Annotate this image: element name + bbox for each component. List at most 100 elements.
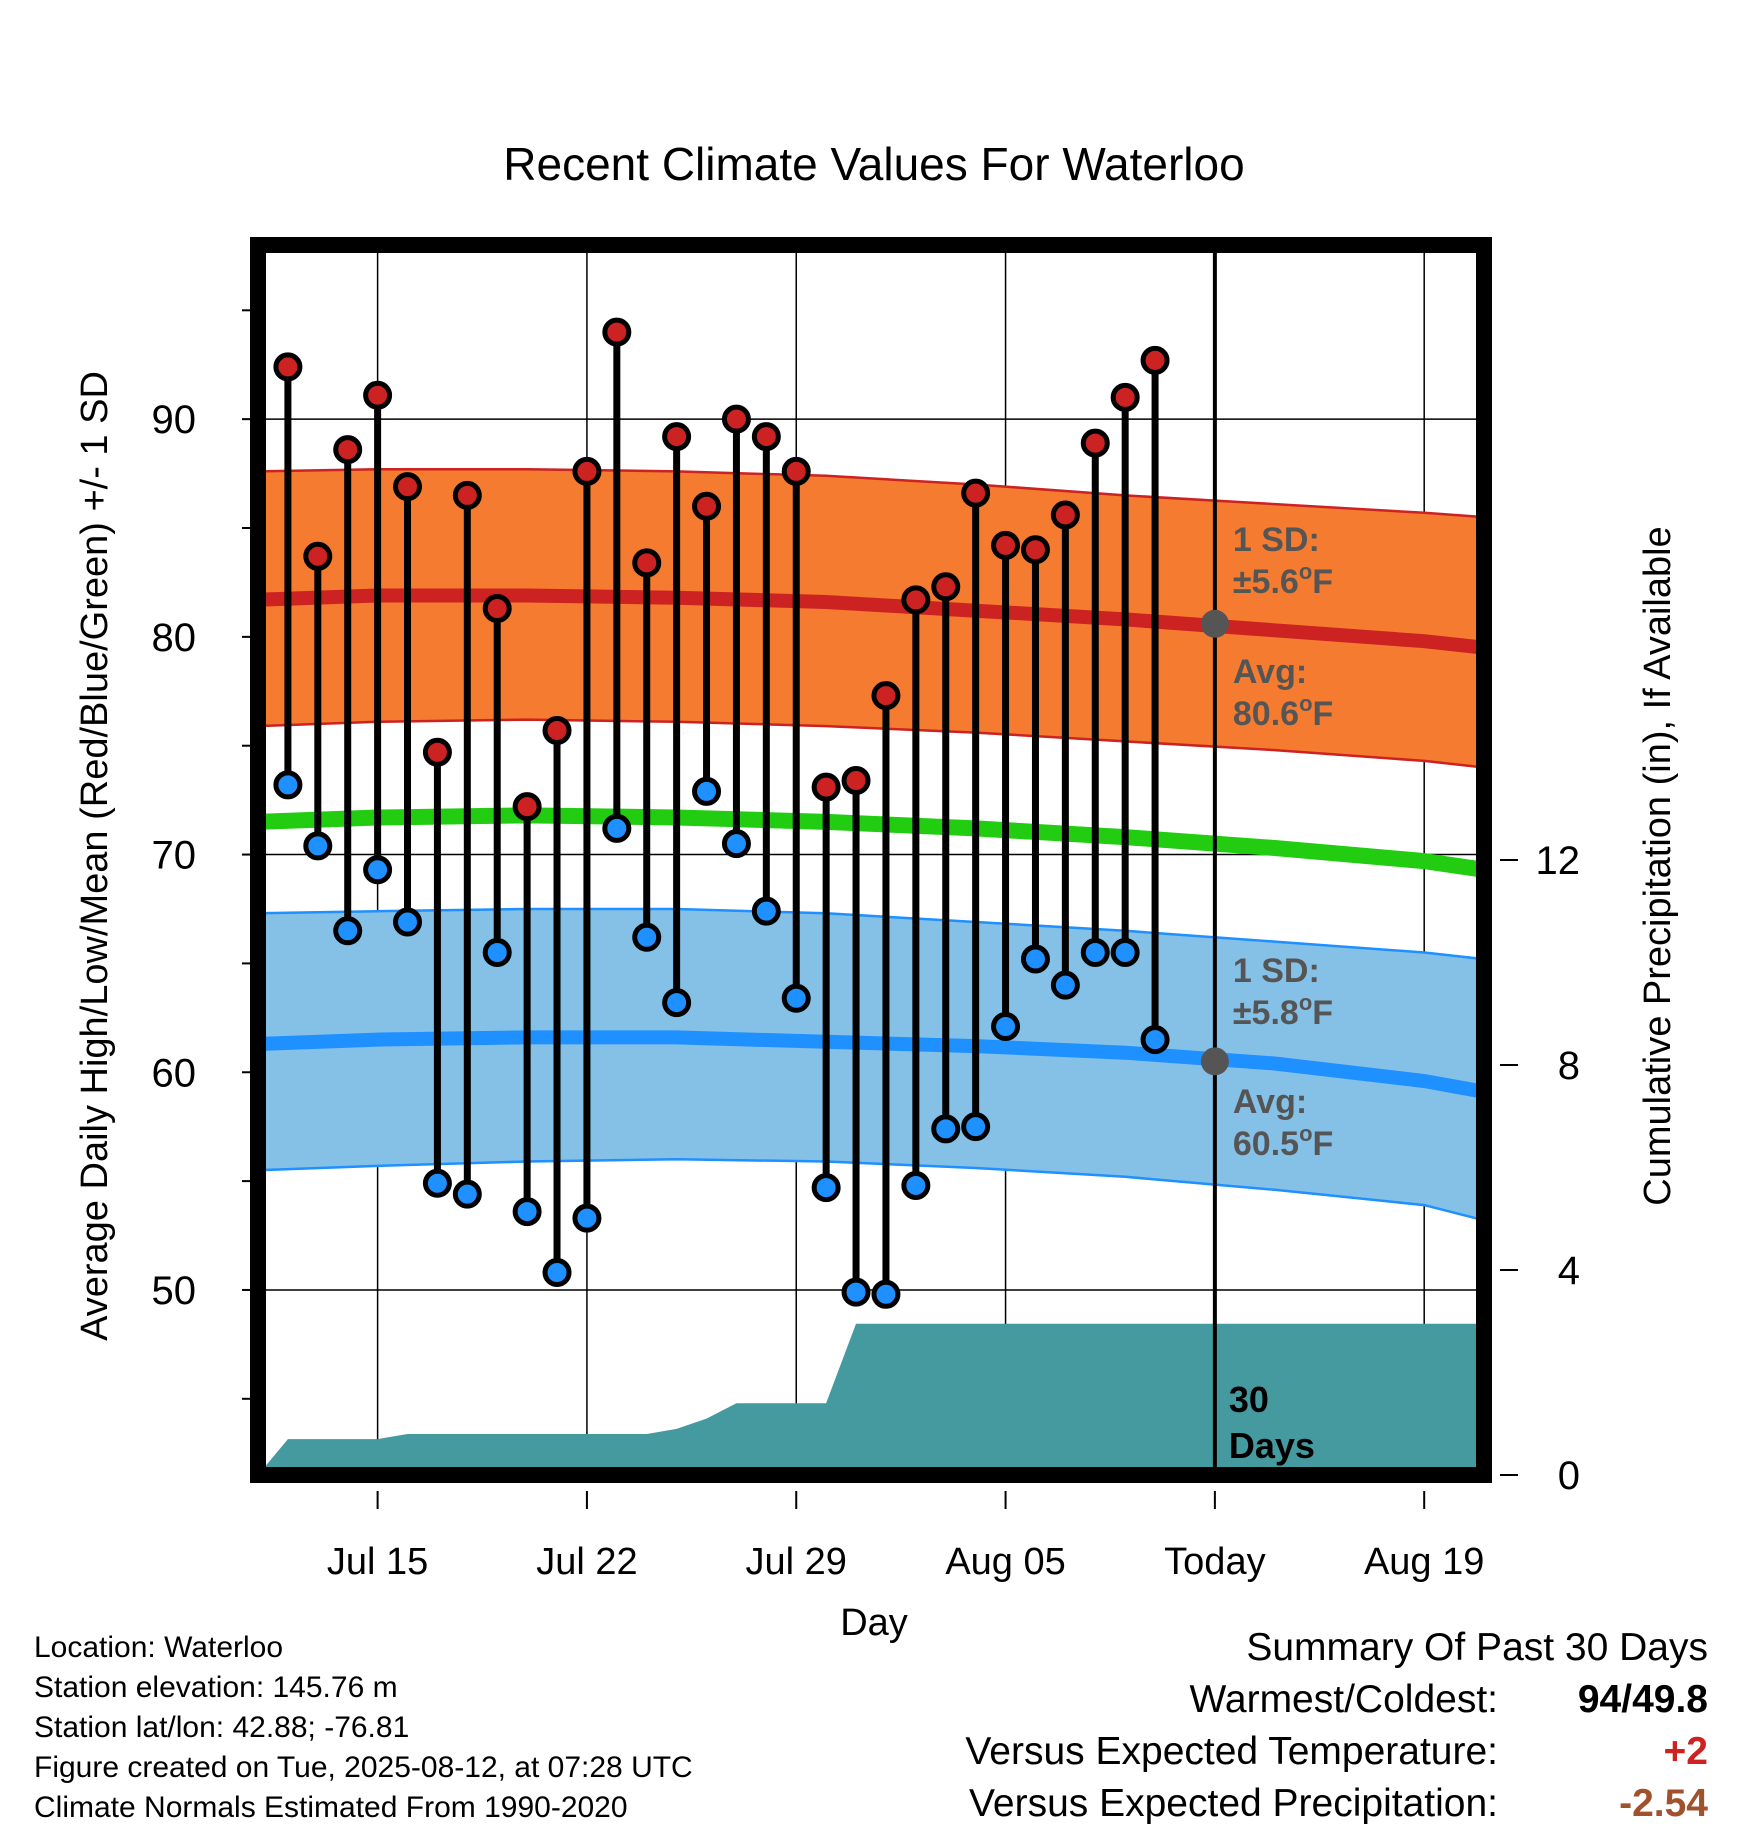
- obs-low-point: [781, 983, 811, 1013]
- low-sd-band-upper-edge: [257, 907, 1485, 961]
- high-normal-line: [257, 588, 1485, 655]
- obs-high-point: [512, 792, 542, 822]
- obs-low-point: [811, 1173, 841, 1203]
- obs-low-point: [1020, 944, 1050, 974]
- temp-anomaly-value: +2: [1663, 1730, 1708, 1773]
- window-label-line: Days: [1229, 1425, 1315, 1466]
- x-tick-label: Jul 22: [536, 1541, 637, 1583]
- obs-high-point: [602, 317, 632, 347]
- obs-high-point: [751, 422, 781, 452]
- today-high-avg-marker: [1200, 609, 1229, 638]
- obs-low-point: [393, 907, 423, 937]
- chart-title: Recent Climate Values For Waterloo: [503, 138, 1244, 190]
- low-sd-annotation-unit: F: [1312, 994, 1333, 1032]
- obs-low-point: [452, 1179, 482, 1209]
- y-tick-label: 90: [152, 398, 197, 442]
- obs-high-point: [422, 737, 452, 767]
- created-text: Figure created on Tue, 2025-08-12, at 07…: [34, 1751, 693, 1784]
- obs-high-point: [991, 530, 1021, 560]
- window-label-line: 30: [1229, 1379, 1269, 1420]
- elevation-text: Station elevation: 145.76 m: [34, 1671, 398, 1704]
- obs-high-point: [363, 380, 393, 410]
- degree-symbol: o: [1299, 990, 1312, 1015]
- temp-anomaly-label: Versus Expected Temperature:: [965, 1730, 1498, 1773]
- low-avg-annotation: Avg: 60.5oF: [1233, 1083, 1333, 1163]
- obs-low-point: [901, 1170, 931, 1200]
- low-sd-band: [258, 909, 1484, 1221]
- obs-low-point: [751, 896, 781, 926]
- obs-low-point: [482, 938, 512, 968]
- y2-tick-label: 8: [1558, 1044, 1580, 1088]
- mean-normal-line: [257, 807, 1486, 878]
- obs-high-point: [662, 422, 692, 452]
- obs-low-point: [273, 770, 303, 800]
- obs-low-point: [1140, 1025, 1170, 1055]
- x-tick-label: Today: [1164, 1541, 1265, 1583]
- location-text: Location: Waterloo: [34, 1631, 284, 1664]
- obs-high-point: [901, 585, 931, 615]
- coldest-value: /49.8: [1621, 1678, 1708, 1721]
- high-sd-band-lower-edge: [257, 718, 1485, 769]
- obs-low-point: [333, 916, 363, 946]
- obs-high-point: [273, 352, 303, 382]
- obs-high-point: [1020, 535, 1050, 565]
- obs-high-point: [632, 548, 662, 578]
- obs-low-point: [1050, 970, 1080, 1000]
- obs-low-point: [1080, 938, 1110, 968]
- obs-high-point: [542, 715, 572, 745]
- low-sd-annotation: 1 SD: ±5.8oF: [1233, 952, 1333, 1032]
- x-tick-label: Aug 19: [1364, 1541, 1484, 1583]
- x-tick-label: Jul 29: [746, 1541, 847, 1583]
- obs-high-point: [841, 766, 871, 796]
- obs-high-point: [1140, 345, 1170, 375]
- obs-low-point: [662, 988, 692, 1018]
- obs-low-point: [363, 855, 393, 885]
- obs-high-point: [482, 594, 512, 624]
- obs-high-point: [692, 491, 722, 521]
- precip-area: [258, 1323, 1484, 1475]
- warm-cold-value: 94/49.8: [1578, 1678, 1708, 1722]
- high-avg-annotation-unit: F: [1313, 695, 1334, 733]
- obs-low-point: [542, 1258, 572, 1288]
- obs-low-point: [931, 1114, 961, 1144]
- y-tick-label: 50: [152, 1269, 197, 1313]
- window-label: 30 Days: [1229, 1379, 1315, 1466]
- high-avg-annotation: Avg: 80.6oF: [1233, 653, 1333, 733]
- high-sd-annotation-line: 1 SD:: [1233, 521, 1320, 559]
- high-sd-annotation-line: ±5.6oF: [1233, 559, 1333, 601]
- obs-low-point: [602, 813, 632, 843]
- obs-high-point: [961, 478, 991, 508]
- obs-high-point: [333, 435, 363, 465]
- obs-high-point: [1110, 382, 1140, 412]
- y2-tick-label: 4: [1558, 1249, 1580, 1293]
- obs-high-point: [393, 472, 423, 502]
- y-tick-label: 70: [152, 834, 197, 878]
- obs-low-point: [841, 1277, 871, 1307]
- obs-high-point: [1080, 428, 1110, 458]
- obs-low-point: [572, 1203, 602, 1233]
- y-tick-label: 80: [152, 616, 197, 660]
- today-low-avg-marker: [1200, 1047, 1229, 1076]
- warmest-value: 94: [1577, 1678, 1622, 1721]
- low-avg-annotation-line: Avg:: [1233, 1083, 1307, 1121]
- degree-symbol: o: [1299, 559, 1312, 584]
- y2-tick-label: 0: [1558, 1454, 1580, 1498]
- obs-low-point: [721, 829, 751, 859]
- obs-high-point: [572, 456, 602, 486]
- low-sd-annotation-line: 1 SD:: [1233, 952, 1320, 990]
- low-sd-band-lower-edge: [257, 1158, 1485, 1222]
- degree-symbol: o: [1299, 1121, 1312, 1146]
- obs-low-point: [303, 831, 333, 861]
- y2-axis-label: Cumulative Precipitation (in), If Availa…: [1637, 526, 1679, 1205]
- y2-tick-label: 12: [1536, 839, 1581, 883]
- obs-high-point: [811, 772, 841, 802]
- high-avg-annotation-line: Avg:: [1233, 653, 1307, 691]
- latlon-text: Station lat/lon: 42.88; -76.81: [34, 1711, 410, 1744]
- high-sd-annotation: 1 SD: ±5.6oF: [1233, 521, 1333, 601]
- obs-low-point: [961, 1112, 991, 1142]
- normals-text: Climate Normals Estimated From 1990-2020: [34, 1791, 628, 1824]
- low-normal-line: [257, 1030, 1486, 1099]
- high-avg-annotation-line: 80.6oF: [1233, 691, 1333, 733]
